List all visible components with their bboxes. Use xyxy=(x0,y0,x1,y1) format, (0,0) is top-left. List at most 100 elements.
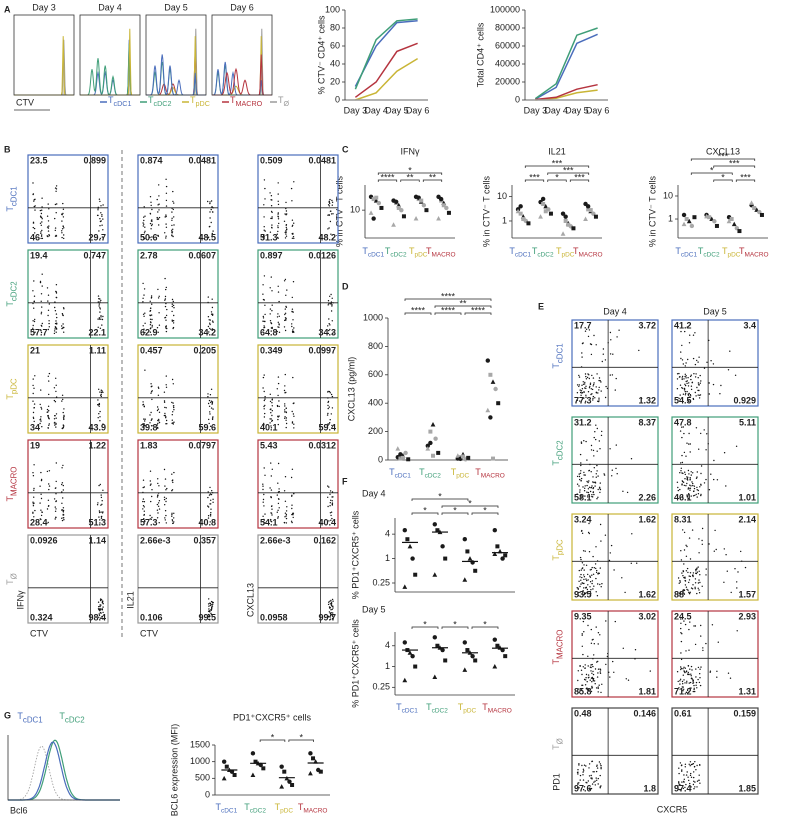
data-point xyxy=(440,647,445,653)
flow-event xyxy=(590,664,592,666)
flow-event xyxy=(99,298,101,300)
flow-event xyxy=(594,397,596,399)
flow-event xyxy=(615,467,617,470)
y-tick-label: 800 xyxy=(368,341,383,351)
flow-event xyxy=(284,516,286,518)
flow-event xyxy=(149,331,152,333)
quadrant-value: 0.0126 xyxy=(308,250,336,260)
flow-event xyxy=(590,393,592,396)
panel-label: F xyxy=(342,476,348,486)
flow-event xyxy=(40,235,43,237)
y-tick-label: 1 xyxy=(385,661,390,671)
flow-event xyxy=(277,237,279,239)
data-point xyxy=(430,422,436,427)
flow-event xyxy=(600,540,602,542)
flow-event xyxy=(284,308,286,310)
flow-event xyxy=(581,384,583,386)
flow-event xyxy=(271,224,273,226)
flow-event xyxy=(149,514,151,517)
flow-event xyxy=(597,686,599,688)
flow-event xyxy=(681,387,683,389)
flow-event xyxy=(689,621,691,623)
flow-event xyxy=(171,422,173,424)
flow-event xyxy=(48,303,50,305)
group-label-base: T xyxy=(573,246,579,256)
flow-event xyxy=(144,418,146,420)
flow-event xyxy=(210,200,213,202)
flow-event xyxy=(681,770,683,772)
flow-event xyxy=(705,478,707,481)
data-point xyxy=(681,221,687,227)
flow-event xyxy=(687,776,689,778)
flow-event xyxy=(687,571,689,574)
flow-event xyxy=(590,642,593,644)
flow-event xyxy=(579,491,581,493)
flow-event xyxy=(684,330,686,333)
flow-event xyxy=(679,472,681,474)
flow-event xyxy=(579,391,582,394)
flow-event xyxy=(580,464,582,467)
flow-event xyxy=(696,486,698,489)
flow-event xyxy=(679,683,681,685)
x-axis-label: CXCR5 xyxy=(657,804,688,814)
flow-event xyxy=(100,318,102,320)
flow-event xyxy=(54,518,56,520)
data-point xyxy=(462,577,468,582)
flow-event xyxy=(151,516,153,519)
flow-event xyxy=(63,227,65,229)
flow-event xyxy=(143,506,145,508)
flow-event xyxy=(41,197,43,199)
flow-event xyxy=(602,348,605,350)
flow-event xyxy=(609,353,612,355)
flow-event xyxy=(171,224,173,227)
flow-event xyxy=(293,402,295,404)
flow-event xyxy=(579,556,582,559)
data-point xyxy=(759,212,764,217)
x-tick-label: Day 6 xyxy=(406,105,430,115)
flow-event xyxy=(683,666,685,668)
flow-event xyxy=(676,785,679,787)
flow-event xyxy=(47,294,50,296)
flow-event xyxy=(596,779,598,781)
quadrant-value: 40.4 xyxy=(318,517,336,527)
flow-event xyxy=(689,375,692,378)
flow-event xyxy=(331,517,333,520)
flow-event xyxy=(692,682,694,684)
flow-event xyxy=(211,402,214,404)
flow-event xyxy=(264,313,266,316)
flow-event xyxy=(41,322,43,325)
flow-event xyxy=(142,222,144,224)
histogram-frame xyxy=(13,14,75,96)
quadrant-value: 0.106 xyxy=(140,612,163,622)
flow-event xyxy=(55,313,58,315)
group-label-base: T xyxy=(17,711,23,721)
flow-event xyxy=(98,318,101,320)
flow-event xyxy=(694,376,697,378)
flow-event xyxy=(684,584,687,586)
flow-event xyxy=(694,578,697,580)
group-label-sub: cDC1 xyxy=(114,99,132,108)
flow-event xyxy=(292,224,294,226)
flow-event xyxy=(207,200,209,203)
histogram-curve xyxy=(80,28,140,96)
group-label: TMACRO xyxy=(573,246,603,258)
flow-event xyxy=(688,432,690,435)
flow-event xyxy=(39,502,41,504)
flow-event xyxy=(698,448,700,450)
flow-event xyxy=(723,548,725,550)
quadrant-value: 21 xyxy=(30,345,40,355)
flow-event xyxy=(32,475,35,477)
flow-event xyxy=(594,431,596,433)
flow-event xyxy=(40,237,42,240)
flow-event xyxy=(156,424,158,426)
flow-event xyxy=(158,224,160,226)
group-label: TcDC1 xyxy=(389,467,411,479)
flow-event xyxy=(55,291,57,293)
flow-event xyxy=(697,382,700,384)
flow-event xyxy=(55,296,57,299)
group-label-base: T xyxy=(739,246,745,256)
flow-event xyxy=(151,398,153,401)
data-point xyxy=(379,205,384,210)
flow-event xyxy=(263,374,265,376)
quadrant-value: 51.3 xyxy=(260,232,278,242)
